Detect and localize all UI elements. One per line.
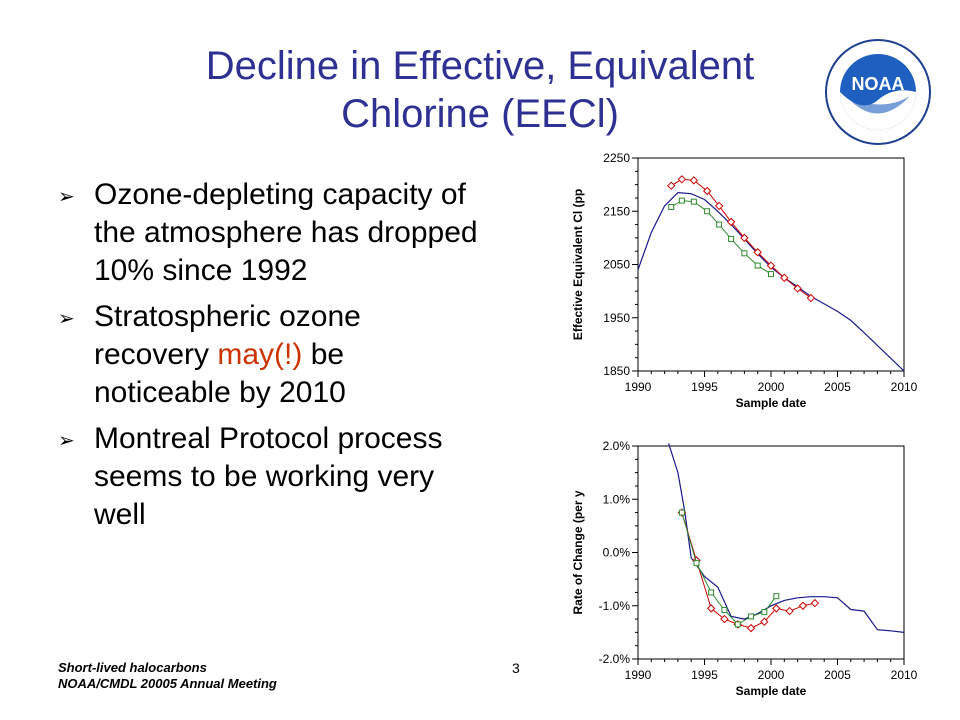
y-tick-label: -2.0% [599,652,631,666]
x-axis-label: Sample date [736,396,807,410]
arrow-bullet-icon: ➢ [58,186,75,208]
x-tick-label: 2010 [891,668,918,682]
bullet-item: ➢ Montreal Protocol process seems to be w… [58,422,443,531]
data-point-green [748,613,755,620]
data-point-red [798,601,808,610]
data-point-red [785,606,794,616]
x-tick-label: 2000 [758,380,785,394]
y-tick-label: -1.0% [599,599,631,613]
data-point-green [761,609,768,616]
y-tick-label: 1950 [603,311,630,325]
data-point-red [689,176,699,185]
y-tick-label: 2150 [603,204,630,218]
title-line-1: Decline in Effective, Equivalent [205,44,755,88]
data-point-red [753,248,762,257]
x-tick-label: 2005 [824,668,851,682]
data-point-green [754,262,761,269]
x-tick-label: 1990 [625,380,652,394]
data-point-red [806,293,816,303]
data-point-red [726,217,736,227]
plot-frame [637,445,905,660]
x-axis-label: Sample date [736,684,807,698]
data-point-green [693,560,700,567]
data-point-red [810,598,820,608]
bullet-list: ➢ Ozone-depleting capacity of the atmosph… [58,176,478,542]
data-point-red [746,623,756,633]
x-tick-label: 2005 [824,380,851,394]
data-point-red [667,181,676,190]
data-point-green [708,589,715,596]
data-point-red [793,284,802,293]
data-point-red [766,261,776,270]
rate-of-change-chart: 1990 1995 2000 2005 2010 -2.0% -1.0% 0.0% 1.0% 2.… [571,439,918,698]
bullet-item: ➢ Stratospheric ozone recovery may(!) be … [58,300,361,409]
slide-title: Decline in Effective, Equivalent Chlorin… [140,42,820,138]
data-point-green [734,621,741,628]
series-line-green [681,512,777,626]
data-point-green [704,208,711,215]
y-tick-label: 1.0% [603,492,631,506]
data-point-red [714,201,724,211]
data-point-green [678,509,685,516]
y-tick-label: 2250 [603,151,630,165]
data-point-green [716,221,723,228]
logo-text: NOAA [852,74,905,94]
footer: Short-lived halocarbons NOAA/CMDL 20005 … [58,660,277,692]
page-number: 3 [512,660,520,676]
data-point-green [678,197,685,204]
data-point-green [773,593,780,600]
data-point-red [760,617,769,626]
data-point-red [780,273,789,283]
data-point-red [740,233,749,243]
x-tick-label: 2000 [758,668,785,682]
y-tick-label: 0.0% [603,546,631,560]
data-point-red [706,604,716,613]
data-point-green [721,607,728,614]
y-tick-label: 1850 [603,364,630,378]
data-point-green [668,203,675,210]
data-point-red [720,614,729,624]
data-point-green [728,235,735,242]
x-tick-label: 2010 [891,380,918,394]
y-tick-label: 2.0% [603,439,631,453]
x-tick-label: 1995 [691,380,718,394]
data-point-red [702,186,712,196]
x-tick-label: 1995 [691,668,718,682]
eecl-chart: 1990 1995 2000 2005 2010 1850 1950 2050 2150 2250… [571,151,918,410]
series-line-red [681,512,816,629]
noaa-logo: NOAA [825,39,931,145]
data-point-green [741,250,748,257]
series-line-model [637,191,905,372]
arrow-bullet-icon: ➢ [58,430,75,452]
series-line-model [668,443,905,633]
footer-line-2: NOAA/CMDL 20005 Annual Meeting [58,676,277,691]
y-axis-label: Rate of Change (per y [571,490,585,614]
y-tick-label: 2050 [603,258,630,272]
data-point-green [690,198,697,205]
bullet-item: ➢ Ozone-depleting capacity of the atmosph… [58,178,478,287]
y-axis-label: Effective Equivalent Cl (pp [571,189,585,340]
footer-line-1: Short-lived halocarbons [58,660,207,675]
title-line-2: Chlorine (EECl) [341,92,619,136]
x-tick-label: 1990 [625,668,652,682]
data-point-red [677,175,687,184]
arrow-bullet-icon: ➢ [58,308,75,330]
data-point-red [772,604,781,613]
highlight-text: may(!) [217,338,303,371]
data-point-green [768,271,774,278]
